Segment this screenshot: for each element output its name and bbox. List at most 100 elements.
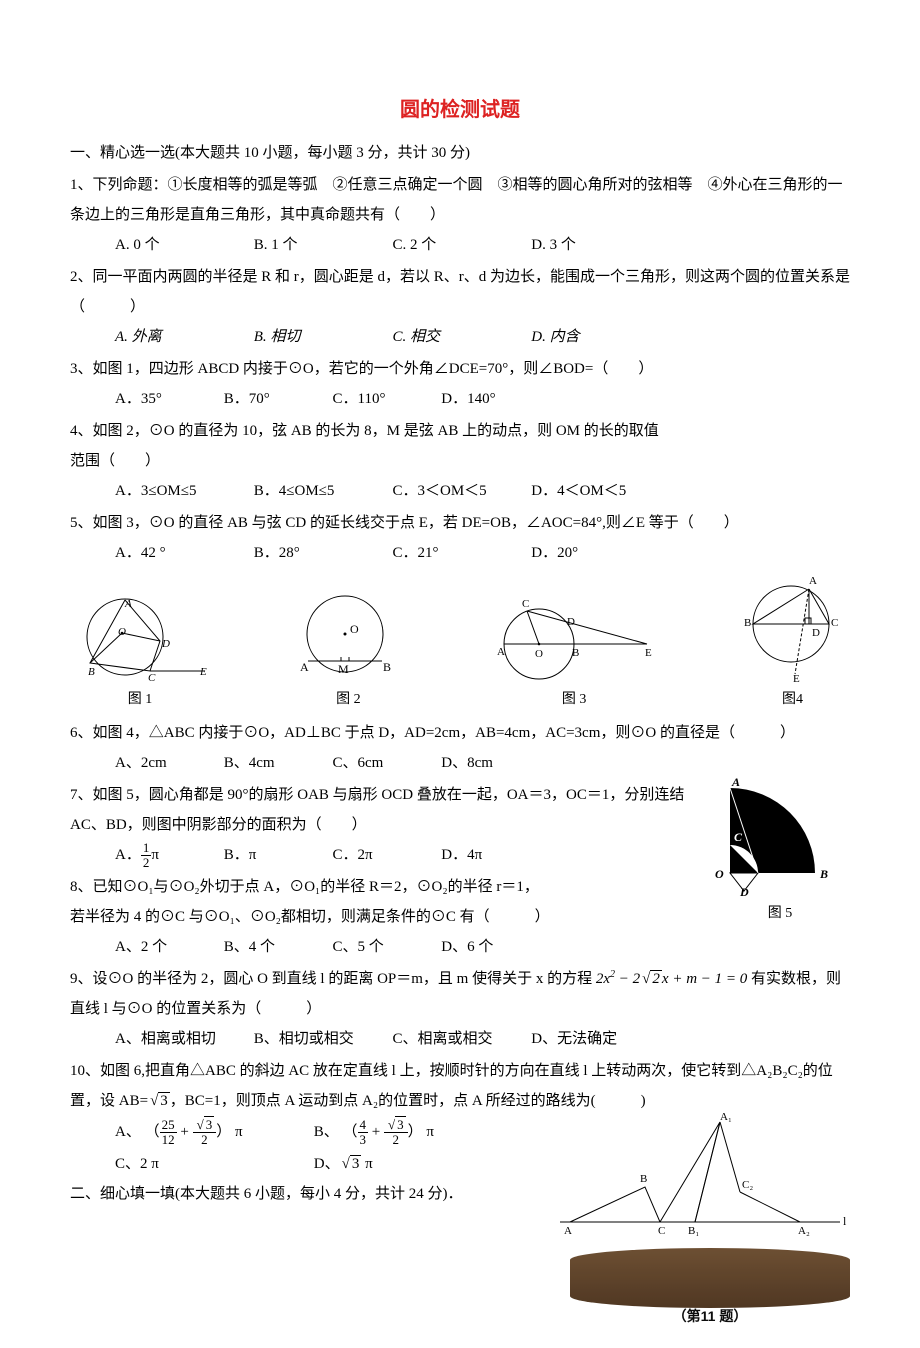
q10-text: 10、如图 6,把直角△ABC 的斜边 AC 放在定直线 l 上，按顺时针的方向… [70,1056,850,1116]
svg-text:B: B [572,647,579,659]
figure-2: O A M B 图 2 [283,589,413,714]
q6-options: A、2cm B、4cm C、6cm D、8cm [70,748,850,778]
svg-text:B: B [640,1173,647,1185]
svg-text:D: D [739,885,749,898]
q9-opt-b: B、相切或相交 [254,1024,389,1054]
svg-text:O: O [350,622,359,636]
q10-opt-b: B、 （43 + 32） π [314,1116,449,1149]
svg-text:A: A [564,1225,572,1237]
q8-opt-b: B、4 个 [224,932,329,962]
q2-opt-c: C. 相交 [393,322,528,352]
q3-opt-b: B．70° [224,384,329,414]
q8-opt-c: C、5 个 [333,932,438,962]
q8-options: A、2 个 B、4 个 C、5 个 D、6 个 [70,932,850,962]
q4-opt-d: D．4＜OM＜5 [531,476,666,506]
q3-opt-c: C．110° [333,384,438,414]
q2-opt-b: B. 相切 [254,322,389,352]
q5-text: 5、如图 3，⊙O 的直径 AB 与弦 CD 的延长线交于点 E，若 DE=OB… [70,508,850,538]
figure-5: A C O B D 图 5 [710,778,850,928]
q4-text: 4、如图 2，⊙O 的直径为 10，弦 AB 的长为 8，M 是弦 AB 上的动… [70,416,850,446]
svg-text:D: D [812,627,820,639]
figure-1-svg: A O D B C E [70,589,210,684]
q2-opt-d: D. 内含 [531,322,666,352]
svg-text:C₂: C₂ [742,1179,753,1191]
figure-3-svg: C D A O B E [487,589,662,684]
q1-options: A. 0 个 B. 1 个 C. 2 个 D. 3 个 [70,230,850,260]
svg-text:E: E [645,647,652,659]
q9-opt-a: A、相离或相切 [115,1024,250,1054]
svg-text:E: E [199,666,207,678]
svg-text:A₂: A₂ [798,1225,810,1237]
svg-text:D: D [567,616,575,628]
q7-opt-d: D．4π [441,840,546,870]
figure-4-svg: A B C D E [735,574,850,684]
q3-opt-d: D．140° [441,384,546,414]
q7-opt-b: B．π [224,840,329,870]
svg-text:O: O [535,648,543,660]
q10-text2: ，BC=1，则顶点 A 运动到点 A₂的位置时，点 A 所经过的路线为( ) [170,1093,646,1109]
section-1: 一、精心选一选(本大题共 10 小题，每小题 3 分，共计 30 分) 1、下列… [70,138,850,1179]
svg-text:C: C [734,830,743,844]
svg-text:A₁: A₁ [720,1112,732,1123]
page-title: 圆的检测试题 [70,90,850,130]
q3-options: A．35° B．70° C．110° D．140° [70,384,850,414]
q6-opt-b: B、4cm [224,748,329,778]
figure-row: A O D B C E 图 1 O A M B [70,574,850,714]
q10-opt-c: C、2 π [115,1149,310,1179]
q3-opt-a: A．35° [115,384,220,414]
figure-5-label: 图 5 [710,900,850,928]
svg-text:C: C [148,672,156,684]
figure-3: C D A O B E 图 3 [487,589,662,714]
q9-options: A、相离或相切 B、相切或相交 C、相离或相交 D、无法确定 [70,1024,850,1054]
q7-opt-c: C．2π [333,840,438,870]
q5-opt-d: D．20° [531,538,666,568]
q1-opt-b: B. 1 个 [254,230,389,260]
q9-opt-c: C、相离或相交 [393,1024,528,1054]
q5-options: A．42 ° B．28° C．21° D．20° [70,538,850,568]
figure-6-svg: l A C B B₁ A₁ C₂ A₂ [550,1112,850,1242]
svg-text:B: B [744,617,751,629]
q9-opt-d: D、无法确定 [531,1024,666,1054]
q5-opt-b: B．28° [254,538,389,568]
figure-2-label: 图 2 [283,686,413,714]
figure-5-svg: A C O B D [710,778,850,898]
q2-opt-a: A. 外离 [115,322,250,352]
q4-text2: 范围（ ） [70,446,850,476]
svg-text:C: C [522,598,529,610]
figure-1: A O D B C E 图 1 [70,589,210,714]
q5-opt-a: A．42 ° [115,538,250,568]
svg-text:l: l [843,1214,847,1228]
svg-text:C: C [831,617,838,629]
q3-text: 3、如图 1，四边形 ABCD 内接于⊙O，若它的一个外角∠DCE=70°，则∠… [70,354,850,384]
figure-4: A B C D E 图4 [735,574,850,714]
q6-opt-a: A、2cm [115,748,220,778]
q5-opt-c: C．21° [393,538,528,568]
q2-options: A. 外离 B. 相切 C. 相交 D. 内含 [70,322,850,352]
figure-4-label: 图4 [735,686,850,714]
q2-text: 2、同一平面内两圆的半径是 R 和 r，圆心距是 d，若以 R、r、d 为边长，… [70,262,850,322]
svg-text:A: A [300,660,309,674]
svg-text:A: A [497,646,505,658]
q1-text: 1、下列命题：①长度相等的弧是等弧 ②任意三点确定一个圆 ③相等的圆心角所对的弦… [70,170,850,230]
q4-opt-b: B．4≤OM≤5 [254,476,389,506]
q6-text: 6、如图 4，△ABC 内接于⊙O，AD⊥BC 于点 D，AD=2cm，AB=4… [70,718,850,748]
figure-3-label: 图 3 [487,686,662,714]
svg-text:B₁: B₁ [688,1225,699,1237]
q10-opt-d: D、3 π [314,1149,449,1179]
svg-text:E: E [793,673,800,684]
svg-text:B: B [88,666,95,678]
figure-2-svg: O A M B [283,589,413,684]
q1-opt-a: A. 0 个 [115,230,250,260]
section-1-heading: 一、精心选一选(本大题共 10 小题，每小题 3 分，共计 30 分) [70,138,850,168]
figure-1-label: 图 1 [70,686,210,714]
svg-text:A: A [731,778,740,789]
q9-equation: 2x2 − 22x + m − 1 = 0 [596,971,747,987]
q4-options: A．3≤OM≤5 B．4≤OM≤5 C．3＜OM＜5 D．4＜OM＜5 [70,476,850,506]
decorative-logs-image [570,1248,850,1308]
q9-text1: 9、设⊙O 的半径为 2，圆心 O 到直线 l 的距离 OP＝m，且 m 使得关… [70,971,596,987]
q7-opt-a: A．12π [115,840,220,870]
q8-opt-a: A、2 个 [115,932,220,962]
svg-text:O: O [715,867,724,881]
svg-text:M: M [338,662,349,676]
q9-text: 9、设⊙O 的半径为 2，圆心 O 到直线 l 的距离 OP＝m，且 m 使得关… [70,964,850,1024]
